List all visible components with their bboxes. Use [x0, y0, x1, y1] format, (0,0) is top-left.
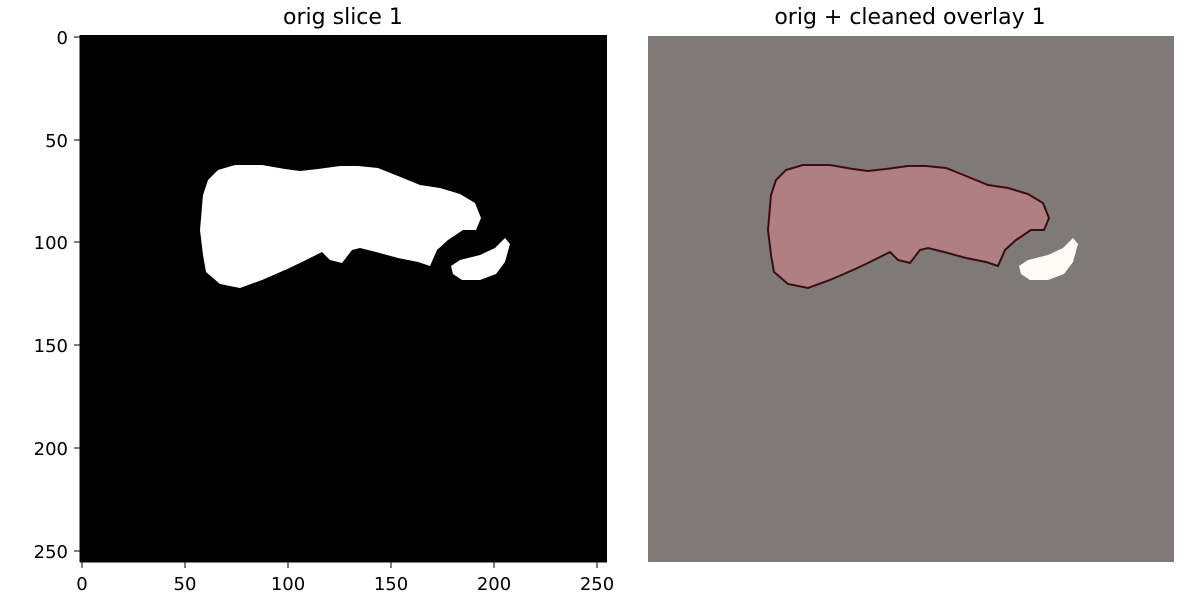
x-tick-label: 250	[580, 574, 614, 595]
x-tick-label: 50	[174, 574, 197, 595]
left-panel: orig slice 1 0 50 100 150 200 250	[34, 5, 615, 595]
y-tick-label: 200	[34, 439, 68, 460]
y-tick-label: 50	[45, 131, 68, 152]
left-panel-title: orig slice 1	[283, 5, 403, 30]
left-x-axis: 0 50 100 150 200 250	[76, 561, 614, 595]
x-tick-label: 200	[477, 574, 511, 595]
right-panel: orig + cleaned overlay 1	[648, 5, 1174, 562]
right-overlay-main	[766, 164, 1051, 290]
y-tick-label: 0	[57, 28, 68, 49]
right-image-background	[648, 36, 1174, 562]
right-panel-title: orig + cleaned overlay 1	[774, 5, 1045, 30]
x-tick-label: 100	[271, 574, 305, 595]
x-tick-label: 150	[374, 574, 408, 595]
left-image-background	[80, 35, 607, 562]
left-mask-main	[200, 165, 481, 288]
y-tick-label: 250	[34, 542, 68, 563]
left-y-axis: 0 50 100 150 200 250	[34, 28, 81, 563]
y-tick-label: 100	[34, 233, 68, 254]
x-tick-label: 0	[76, 574, 87, 595]
right-overlay-small	[1019, 238, 1078, 280]
y-tick-label: 150	[34, 336, 68, 357]
left-mask-small	[451, 238, 510, 280]
